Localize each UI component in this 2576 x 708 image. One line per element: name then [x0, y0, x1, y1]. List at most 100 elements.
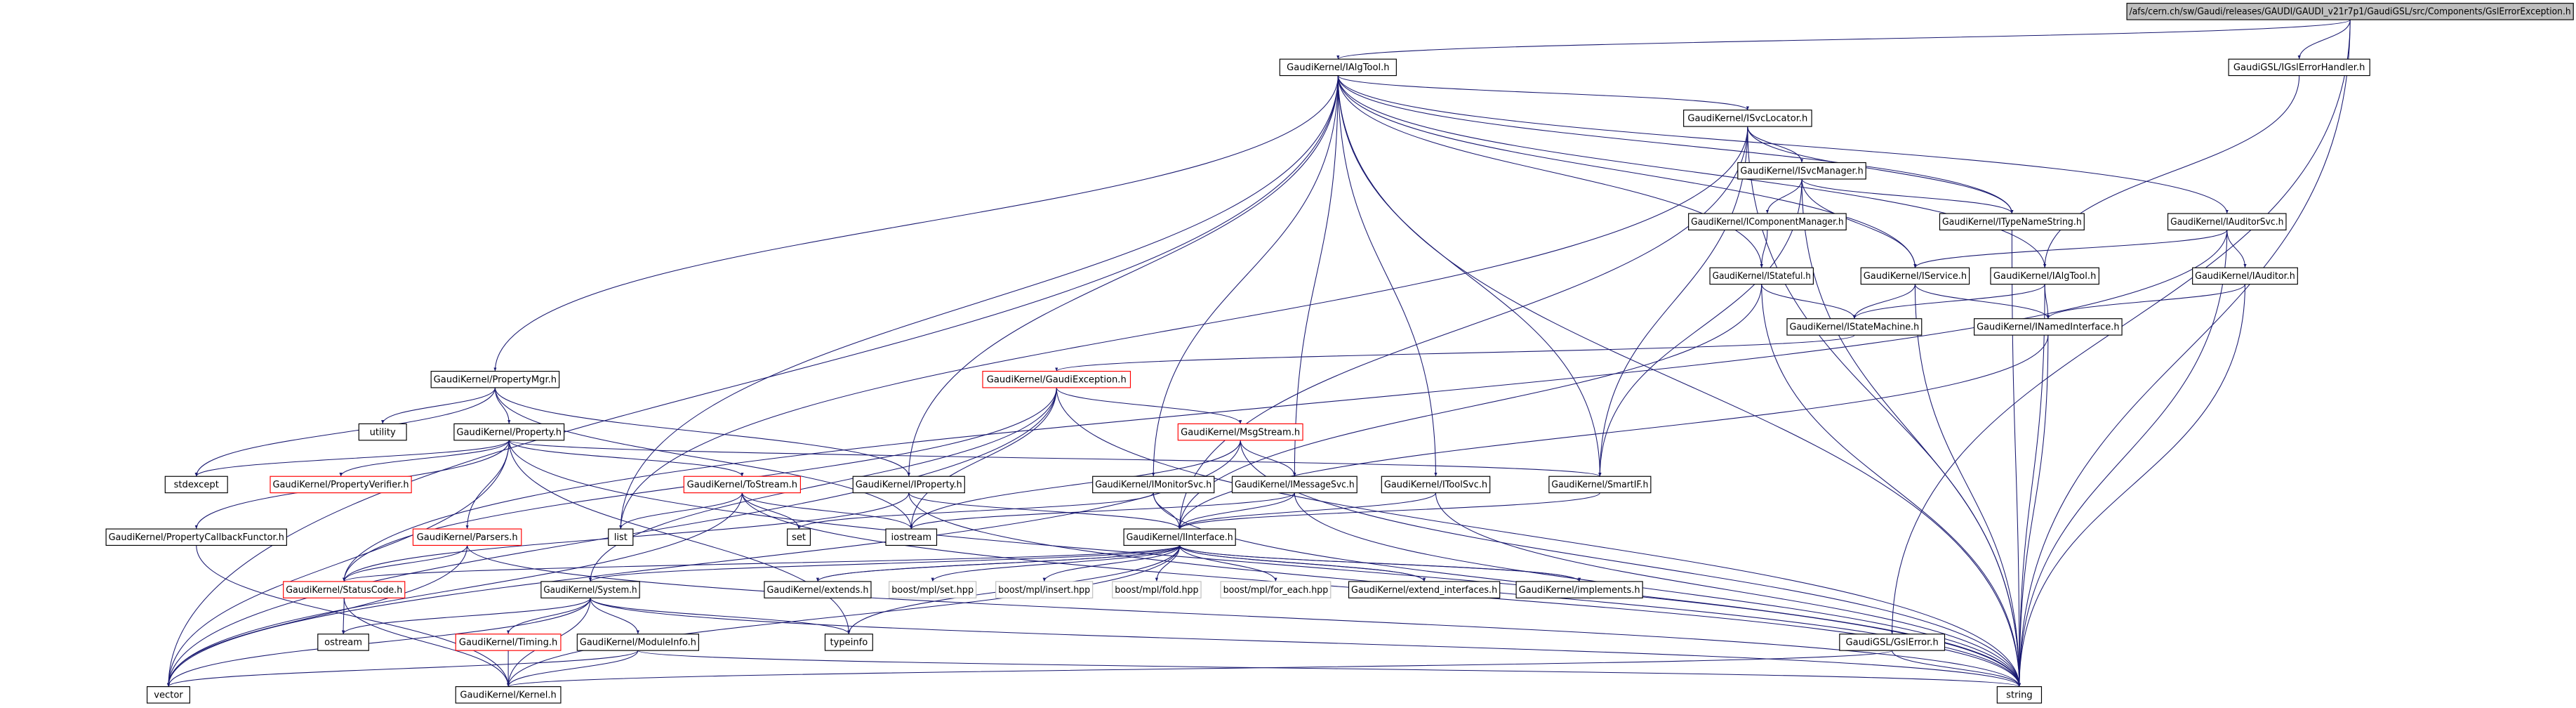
edge [1598, 126, 1748, 477]
edge [1801, 178, 1917, 268]
edge [1337, 75, 2047, 268]
node-label: GaudiKernel/System.h [543, 585, 637, 596]
edge [1337, 75, 1763, 268]
node-label: /afs/cern.ch/sw/Gaudi/releases/GAUDI/GAU… [2130, 7, 2571, 18]
edge [342, 598, 591, 634]
node-box [146, 686, 190, 704]
node-box [1123, 528, 1236, 546]
node-box [270, 476, 412, 494]
node-box [1112, 581, 1202, 598]
edge [590, 598, 851, 634]
edge [1153, 492, 1181, 530]
edge [196, 545, 510, 687]
edge [1914, 284, 2050, 319]
edge [2226, 230, 2247, 268]
edge [1747, 126, 2021, 687]
node-label: GaudiKernel/IStateful.h [1713, 271, 1811, 282]
edge [1761, 284, 1856, 319]
node-label: GaudiKernel/extends.h [766, 585, 868, 596]
node-box [1220, 581, 1332, 598]
edge [2044, 284, 2050, 319]
edge [166, 492, 743, 687]
edge [1178, 545, 1580, 582]
edge [1056, 387, 2021, 687]
edge [494, 387, 910, 477]
edge [1055, 334, 1855, 372]
node-label: ostream [324, 638, 362, 648]
node-box [576, 634, 699, 651]
edge [494, 387, 913, 530]
node-box [1737, 162, 1866, 180]
node-label: GaudiKernel/StatusCode.h [286, 585, 402, 596]
node-label: GaudiKernel/ITypeNameString.h [1942, 217, 2082, 228]
edge [817, 545, 1181, 582]
edge [166, 545, 468, 687]
node-box [889, 581, 977, 598]
edge [1765, 178, 1802, 214]
node-box [283, 581, 406, 598]
node-label: GaudiKernel/IAuditorSvc.h [2170, 217, 2283, 228]
node-label: typeinfo [830, 638, 868, 648]
edge [741, 492, 913, 530]
edge [1337, 75, 2014, 214]
node-box [1990, 267, 2099, 285]
node-label: stdexcept [174, 480, 219, 490]
node-label: GaudiGSL/GslError.h [1846, 638, 1939, 648]
node-box [2228, 58, 2370, 77]
node-box [824, 634, 873, 651]
edge [590, 598, 2021, 687]
edge [167, 650, 639, 688]
edge [1152, 75, 1339, 477]
edge [2043, 75, 2300, 268]
node-box [430, 370, 560, 388]
edge [1801, 178, 2021, 687]
edge [343, 230, 2228, 582]
node-label: GaudiKernel/IAlgTool.h [1287, 63, 1389, 73]
edge [1801, 178, 2014, 214]
edge [797, 492, 1154, 530]
edge [343, 545, 1181, 582]
node-box [453, 423, 565, 441]
node-box [412, 528, 522, 546]
edge [507, 650, 1893, 688]
node-box [852, 476, 965, 494]
node-box [455, 686, 562, 704]
node-box [164, 476, 228, 494]
edge [1852, 284, 2045, 319]
node-box [1381, 476, 1491, 494]
node-box [1939, 213, 2085, 231]
node-box [982, 370, 1131, 388]
edge [467, 545, 2021, 687]
edge [1747, 126, 1804, 163]
node-label: GaudiKernel/IAlgTool.h [1993, 271, 2096, 282]
node-box [787, 528, 811, 546]
edge [908, 492, 1181, 530]
edge [166, 440, 510, 687]
node-box [1688, 213, 1847, 231]
node-label: GaudiKernel/extend_interfaces.h [1351, 585, 1497, 596]
node-label: GaudiKernel/Parsers.h [417, 532, 518, 543]
edge [507, 545, 1181, 687]
node-box [1974, 318, 2123, 336]
edge [1056, 387, 1242, 424]
edge [508, 440, 744, 477]
edge [1913, 230, 2228, 268]
node-label: boost/mpl/fold.hpp [1115, 585, 1198, 596]
edge [1178, 492, 1437, 530]
edge [1852, 284, 1916, 319]
edge [2017, 230, 2228, 687]
edge [1042, 545, 1181, 582]
node-label: GaudiKernel/ToStream.h [687, 480, 797, 490]
node-label: GaudiKernel/PropertyMgr.h [434, 374, 557, 385]
edge [1892, 650, 2021, 687]
node-label: GaudiKernel/PropertyVerifier.h [272, 480, 409, 490]
edge [1761, 284, 2021, 687]
edge [2011, 230, 2021, 687]
node-box [540, 581, 640, 598]
node-label: GaudiKernel/IToolSvc.h [1384, 480, 1487, 490]
node-box [1548, 476, 1652, 494]
node-box [683, 476, 801, 494]
edge [1178, 335, 2049, 530]
edge [1337, 75, 1749, 111]
node-label: GaudiKernel/ModuleInfo.h [580, 638, 696, 648]
